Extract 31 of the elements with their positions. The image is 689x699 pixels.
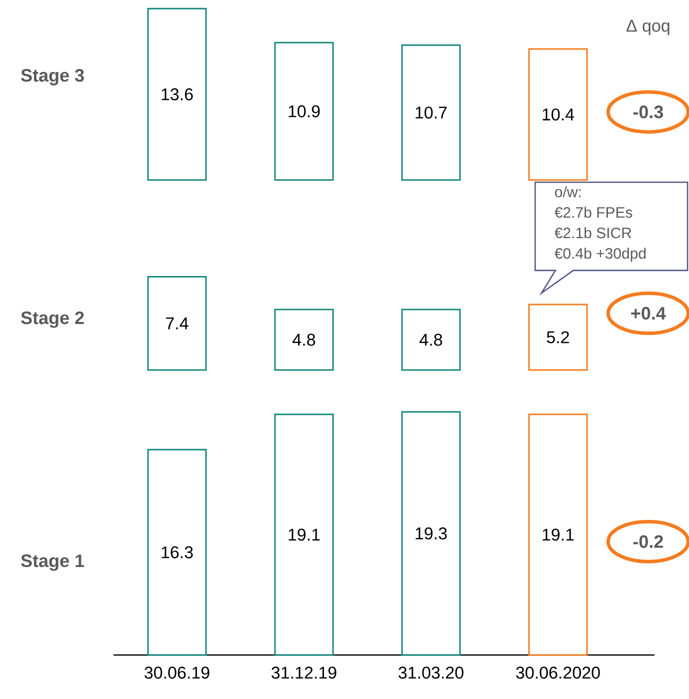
x-tick-label: 30.06.19 (144, 666, 210, 679)
data-label: 19.1 (542, 528, 574, 541)
data-label: 19.1 (288, 528, 320, 541)
data-label: 4.8 (292, 334, 316, 346)
bar (528, 48, 588, 181)
text: +0.4 (631, 306, 666, 320)
data-label: 19.3 (416, 527, 447, 540)
bar (401, 44, 461, 181)
data-label: 10.9 (288, 105, 320, 118)
y-axis-title: Stage 2 (21, 311, 84, 328)
x-tick-label: 31.12.19 (272, 666, 336, 679)
annotation: -0.2 (633, 535, 663, 548)
data-label: 5.2 (546, 331, 569, 344)
text: €2.1b SICR (554, 227, 632, 238)
y-axis-title: Stage 3 (21, 68, 84, 86)
text: Δ qoq (626, 20, 670, 36)
text: €2.7b FPEs (554, 206, 632, 218)
x-tick-label: 30.06.2020 (516, 666, 600, 679)
data-label: 4.8 (420, 334, 442, 346)
data-label: 10.7 (416, 106, 447, 119)
text: -0.3 (633, 106, 664, 118)
bar (274, 42, 334, 181)
text: €0.4b +30dpd (554, 248, 646, 262)
data-label: 13.6 (162, 88, 193, 100)
data-label: 16.3 (162, 546, 193, 558)
data-label: 7.4 (166, 318, 188, 330)
x-tick-label: 31.03.20 (398, 666, 464, 679)
data-label: 10.4 (542, 108, 574, 120)
y-axis-title: Stage 1 (21, 554, 84, 571)
bar (147, 8, 207, 181)
text: o/w: (555, 186, 581, 198)
